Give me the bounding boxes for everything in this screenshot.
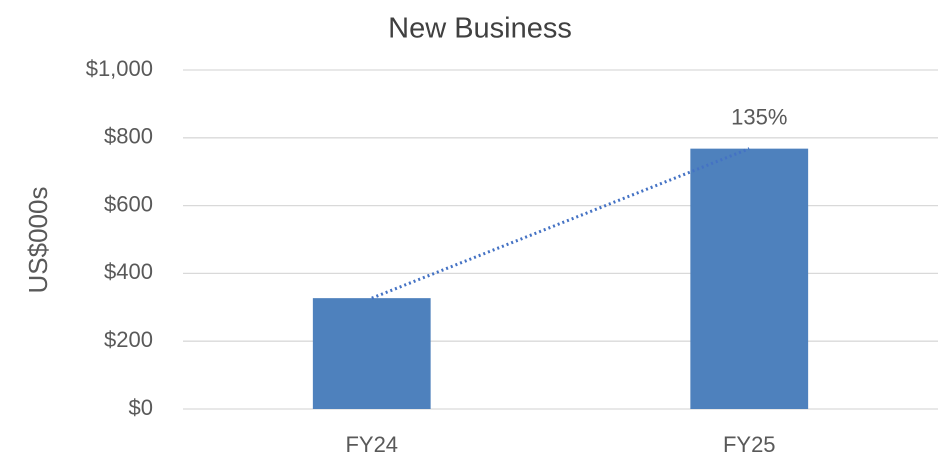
y-axis-label: US$000s — [23, 187, 53, 294]
y-tick-label: $800 — [104, 124, 153, 149]
x-tick-label: FY24 — [345, 432, 398, 457]
y-tick-label: $600 — [104, 191, 153, 216]
bar — [312, 298, 431, 409]
y-tick-label: $400 — [104, 259, 153, 284]
annotation: 135% — [731, 104, 787, 129]
x-tick-label: FY25 — [723, 432, 776, 457]
chart-title: New Business — [388, 13, 572, 45]
bar — [690, 148, 809, 409]
y-tick-label: $200 — [104, 327, 153, 352]
y-tick-label: $0 — [129, 395, 153, 420]
y-tick-label: $1,000 — [86, 56, 153, 81]
